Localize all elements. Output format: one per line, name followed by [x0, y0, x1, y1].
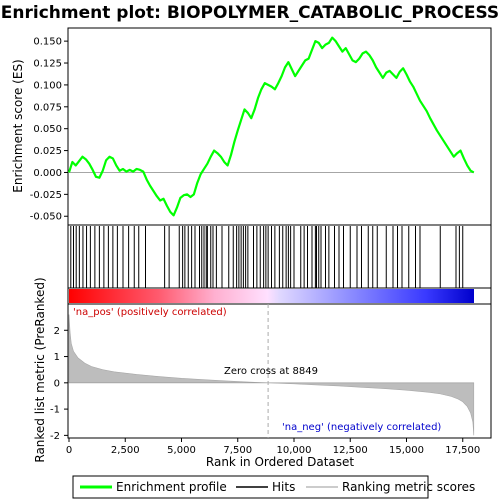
metric-tick-label: 2 [54, 326, 60, 337]
zero-cross-label: Zero cross at 8849 [224, 366, 318, 377]
ranking-metric-area [68, 304, 475, 438]
pos-correlated-label: 'na_pos' (positively correlated) [73, 307, 227, 318]
enrichment-profile-line [67, 36, 475, 217]
legend-label-metric: Ranking metric scores [342, 480, 475, 494]
es-y-axis-label: Enrichment score (ES) [11, 59, 25, 192]
metric-y-axis: -2 -1 0 1 2 [50, 326, 68, 442]
x-axis-label: Rank in Ordered Dataset [206, 455, 354, 469]
es-tick-label: 0.000 [33, 168, 62, 179]
chart-title: Enrichment plot: BIOPOLYMER_CATABOLIC_PR… [1, 3, 499, 23]
neg-correlated-label: 'na_neg' (negatively correlated) [282, 422, 441, 433]
es-tick-label: 0.025 [33, 146, 62, 157]
legend-item-enrichment-profile: Enrichment profile [80, 480, 227, 494]
x-tick-label: 10,000 [277, 445, 312, 456]
es-tick-label: 0.100 [33, 80, 62, 91]
x-tick-label: 17,500 [445, 445, 480, 456]
metric-tick-label: 0 [54, 378, 60, 389]
es-tick-label: 0.075 [33, 102, 62, 113]
metric-tick-label: -1 [50, 405, 60, 416]
metric-panel-frame [67, 303, 492, 439]
metric-y-axis-label: Ranked list metric (PreRanked) [33, 277, 47, 462]
es-tick-label: 0.050 [33, 124, 62, 135]
legend-label-enrichment: Enrichment profile [116, 480, 227, 494]
metric-tick-label: -2 [50, 431, 60, 442]
es-tick-label: 0.150 [33, 37, 62, 48]
es-tick-label: 0.125 [33, 59, 62, 70]
es-tick-label: -0.025 [30, 190, 62, 201]
x-tick-label: 7,500 [223, 445, 252, 456]
legend-label-hits: Hits [272, 480, 295, 494]
metric-area [68, 314, 475, 436]
rank-colorbar [69, 289, 474, 303]
x-tick-label: 12,500 [333, 445, 368, 456]
x-tick-label: 15,000 [389, 445, 424, 456]
legend-item-ranking-metric: Ranking metric scores [306, 480, 475, 494]
hit-marks [70, 226, 464, 288]
x-tick-label: 5,000 [167, 445, 196, 456]
x-tick-label: 2,500 [111, 445, 140, 456]
es-y-axis: -0.050 -0.025 0.000 0.025 0.050 0.075 0.100 0.1… [30, 37, 68, 223]
metric-tick-label: 1 [54, 352, 60, 363]
es-tick-label: -0.050 [30, 212, 62, 223]
legend-item-hits: Hits [236, 480, 295, 494]
x-axis: 0 2,500 5,000 7,500 10,000 12,500 15,000 17,500 [66, 438, 480, 456]
x-tick-label: 0 [66, 445, 72, 456]
enrichment-profile [67, 36, 475, 217]
